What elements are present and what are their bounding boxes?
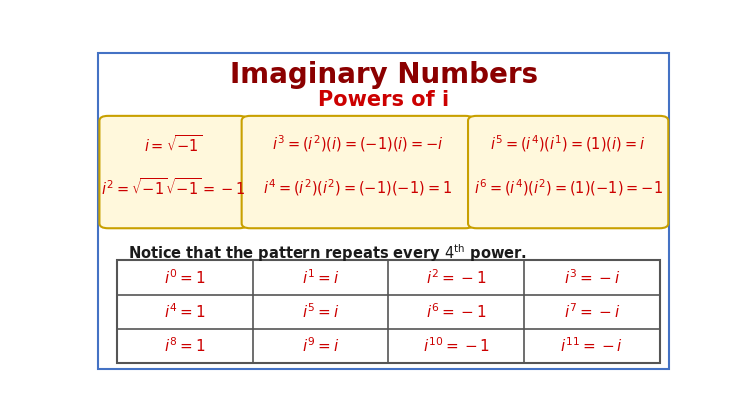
FancyBboxPatch shape bbox=[242, 116, 474, 228]
Text: $i^{4}=1$: $i^{4}=1$ bbox=[164, 302, 205, 321]
Text: Imaginary Numbers: Imaginary Numbers bbox=[230, 61, 538, 89]
Text: Powers of i: Powers of i bbox=[318, 90, 449, 110]
Bar bbox=[117, 260, 660, 363]
Text: $i = \sqrt{-1}$: $i = \sqrt{-1}$ bbox=[145, 133, 202, 154]
Text: $i^{4} = (i^{2})(i^{2}) = (-1)(-1) = 1$: $i^{4} = (i^{2})(i^{2}) = (-1)(-1) = 1$ bbox=[263, 177, 452, 198]
Text: $i^{0}=1$: $i^{0}=1$ bbox=[164, 268, 205, 287]
Text: $i^{6}=-1$: $i^{6}=-1$ bbox=[426, 302, 486, 321]
Text: Notice that the pattern repeats every $4^{\mathrm{th}}$ power.: Notice that the pattern repeats every $4… bbox=[129, 243, 527, 264]
Text: $i^{10}=-1$: $i^{10}=-1$ bbox=[422, 337, 490, 355]
Text: $i^{5}=i$: $i^{5}=i$ bbox=[302, 302, 339, 321]
Text: $i^{2}=-1$: $i^{2}=-1$ bbox=[426, 268, 486, 287]
FancyBboxPatch shape bbox=[100, 116, 247, 228]
FancyBboxPatch shape bbox=[468, 116, 668, 228]
Text: $i^{8}=1$: $i^{8}=1$ bbox=[164, 337, 205, 355]
Text: $i^{5} = (i^{4})(i^{1}) = (1)(i) = i$: $i^{5} = (i^{4})(i^{1}) = (1)(i) = i$ bbox=[491, 133, 646, 154]
Text: $i^{7}=-i$: $i^{7}=-i$ bbox=[564, 302, 620, 321]
Text: $i^{9}=i$: $i^{9}=i$ bbox=[302, 337, 339, 355]
Text: $i^{11}=-i$: $i^{11}=-i$ bbox=[560, 337, 623, 355]
Text: $i^{3} = (i^{2})(i) = (-1)(i) = {-i}$: $i^{3} = (i^{2})(i) = (-1)(i) = {-i}$ bbox=[272, 133, 443, 154]
Text: $i^{6} = (i^{4})(i^{2}) = (1)(-1) = {-1}$: $i^{6} = (i^{4})(i^{2}) = (1)(-1) = {-1}… bbox=[473, 177, 663, 198]
Text: $i^{3}=-i$: $i^{3}=-i$ bbox=[564, 268, 620, 287]
Text: $i^{1}=i$: $i^{1}=i$ bbox=[302, 268, 339, 287]
Text: $i^{2} = \sqrt{-1}\sqrt{-1} = -1$: $i^{2} = \sqrt{-1}\sqrt{-1} = -1$ bbox=[101, 177, 246, 198]
